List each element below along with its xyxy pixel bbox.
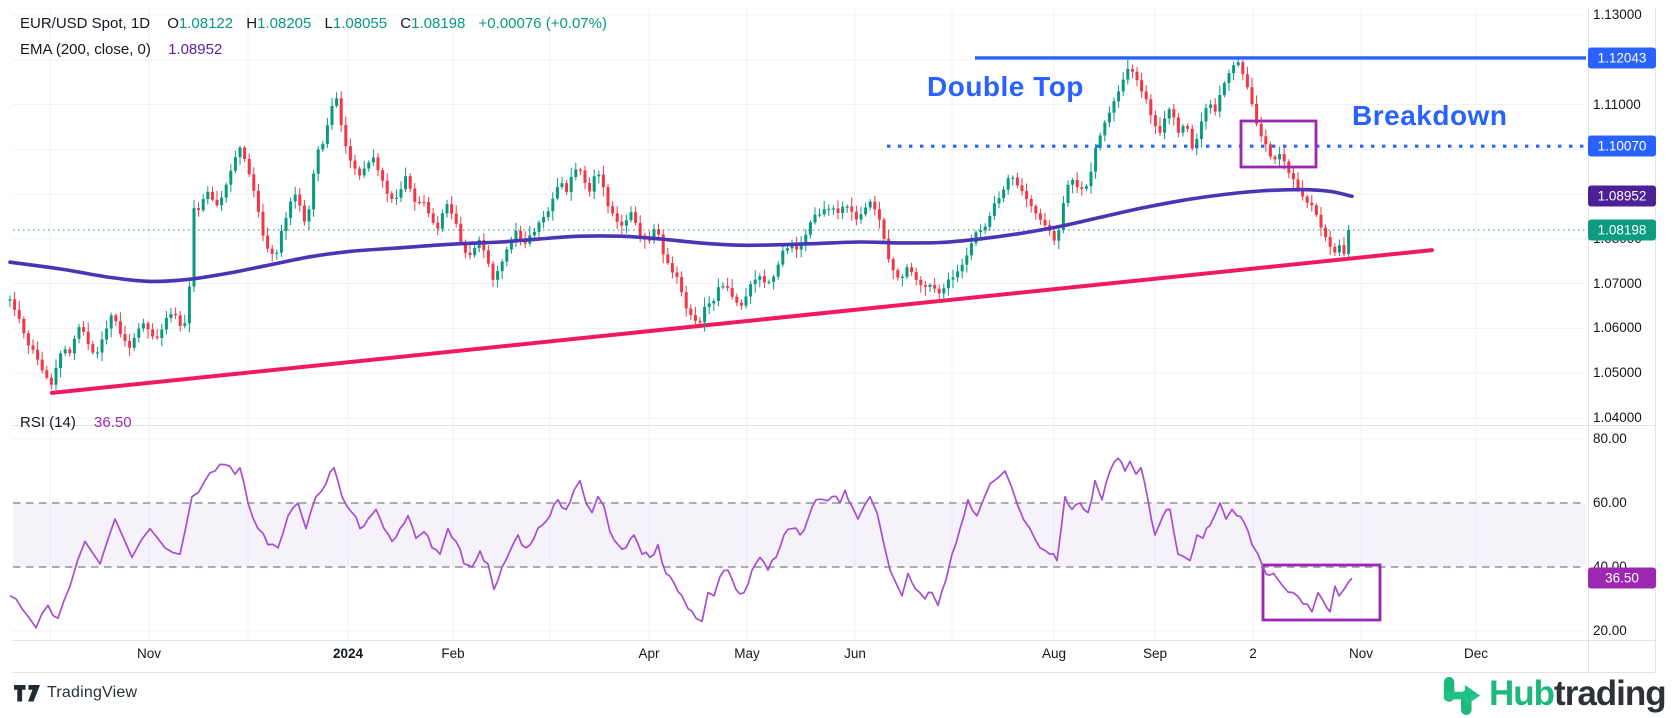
ema-label: EMA (200, close, 0)	[20, 41, 151, 58]
rsi-legend[interactable]: RSI (14) 36.50	[20, 414, 132, 431]
chart-right-border	[1655, 8, 1656, 672]
time-axis-label: Aug	[1041, 646, 1067, 661]
pane-separator-main-rsi[interactable]	[13, 425, 1655, 426]
rsi-axis-label: 60.00	[1593, 495, 1627, 510]
trendline[interactable]	[50, 248, 1434, 395]
symbol-legend[interactable]: EUR/USD Spot, 1D O1.08122 H1.08205 L1.08…	[20, 15, 607, 32]
price-axis-label: 1.11000	[1593, 96, 1641, 112]
time-axis-label: Jun	[844, 646, 866, 661]
open-label: O	[167, 15, 179, 32]
price-badge: 1.12043	[1588, 47, 1656, 69]
candles-layer	[8, 58, 1351, 390]
price-axis-label: 1.04000	[1593, 410, 1642, 425]
high-value: 1.08205	[257, 15, 312, 32]
tradingview-label: TradingView	[47, 684, 138, 701]
price-axis-label: 1.13000	[1593, 7, 1642, 22]
price-badge: 1.08198	[1588, 219, 1656, 241]
time-axis-label: 2024	[332, 646, 364, 661]
close-value: 1.08198	[411, 15, 466, 32]
price-axis-label: 1.07000	[1593, 275, 1642, 291]
price-axis-label: 1.05000	[1593, 365, 1642, 381]
low-label: L	[324, 15, 333, 32]
price-axis-label: 1.06000	[1593, 320, 1642, 336]
price-badge: 1.08952	[1588, 185, 1656, 207]
time-axis-label: Nov	[136, 646, 162, 661]
chart-bottom-border	[13, 672, 1655, 673]
hubtrading-logo: Hubtrading	[1441, 674, 1667, 718]
hub-text: Hub	[1489, 674, 1555, 713]
low-value: 1.08055	[332, 15, 388, 32]
hubtrading-wordmark: Hubtrading	[1489, 674, 1667, 714]
breakdown-box	[1239, 119, 1318, 169]
tradingview-icon	[14, 684, 40, 701]
time-axis-label: Apr	[638, 646, 660, 661]
tradingview-attribution[interactable]: TradingView	[14, 684, 137, 702]
time-axis-label: Sep	[1142, 646, 1168, 661]
ema-legend[interactable]: EMA (200, close, 0) 1.08952	[20, 41, 222, 58]
high-label: H	[246, 15, 258, 32]
breakdown-annotation[interactable]: Breakdown	[1352, 100, 1508, 131]
rsi-badge: 36.50	[1588, 567, 1656, 589]
open-value: 1.08122	[178, 15, 234, 32]
resistance-and-neckline-lines[interactable]	[887, 56, 1586, 148]
rsi-oversold-box	[1261, 563, 1382, 622]
trading-text: trading	[1554, 674, 1667, 713]
ema-value: 1.08952	[168, 41, 223, 58]
time-axis-label: May	[734, 646, 760, 661]
hubtrading-icon	[1443, 676, 1481, 716]
ema-line	[8, 187, 1354, 284]
annotation-boxes[interactable]	[1239, 119, 1382, 622]
rsi-line	[9, 457, 1353, 629]
price-axis-border	[1588, 8, 1589, 672]
change-value: +0.00076 (+0.07%)	[478, 15, 607, 32]
symbol-title: EUR/USD Spot, 1D	[20, 15, 151, 32]
close-label: C	[400, 15, 412, 32]
rsi-axis-label: 80.00	[1593, 431, 1627, 446]
pane-separator-rsi-axis	[13, 640, 1655, 641]
time-axis-label: Nov	[1348, 646, 1374, 661]
rsi-label: RSI (14)	[20, 414, 76, 431]
time-axis-label: Dec	[1463, 646, 1489, 661]
rsi-value: 36.50	[94, 414, 132, 431]
double-top-annotation[interactable]: Double Top	[927, 71, 1084, 102]
time-axis-label: 2	[1249, 646, 1257, 661]
time-axis-label: Feb	[441, 646, 465, 661]
rsi-axis-label: 20.00	[1593, 623, 1627, 638]
price-badge: 1.10070	[1588, 135, 1656, 157]
